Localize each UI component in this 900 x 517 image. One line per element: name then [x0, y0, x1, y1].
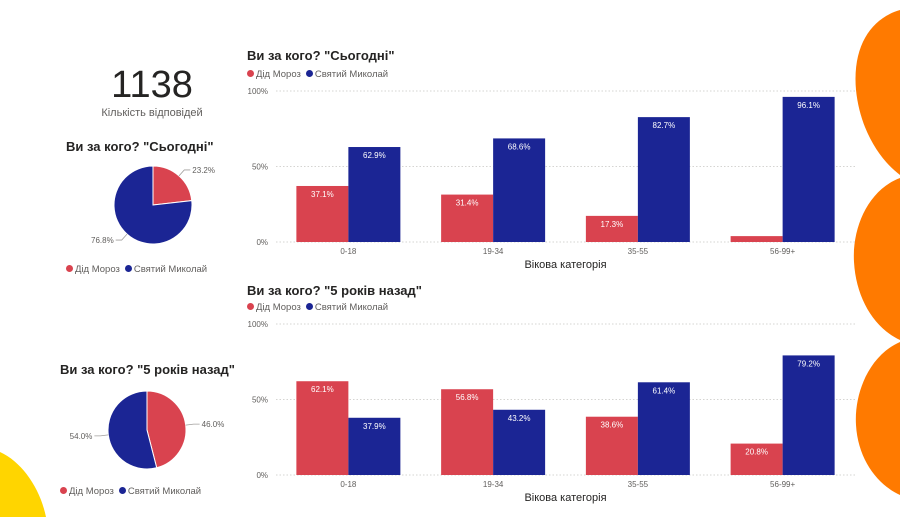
bar — [730, 236, 783, 242]
legend-blue-marker — [305, 70, 313, 77]
legend-label: Дід Мороз — [256, 69, 301, 80]
legend-label: Святий Миколай — [314, 69, 389, 80]
bar — [637, 117, 690, 242]
responses-count: 1138 — [111, 64, 193, 106]
orange-blob-top — [855, 10, 900, 175]
bar — [441, 389, 494, 475]
bar — [296, 381, 349, 475]
pie-leader-line — [185, 423, 200, 426]
legend-red-marker — [60, 487, 67, 494]
bar — [348, 417, 401, 475]
bar — [348, 147, 401, 242]
bar-data-label: 17.3% — [601, 220, 624, 229]
legend-label: Святий Миколай — [133, 264, 208, 275]
pie-slice-label: 76.8% — [91, 236, 114, 245]
bar-past-title: Ви за кого? "5 років назад" — [247, 283, 422, 298]
bar — [441, 194, 494, 242]
pie-slice-label: 23.2% — [192, 166, 215, 175]
legend-red-marker — [66, 265, 73, 272]
pie-leader-line — [94, 434, 109, 437]
legend-red-marker — [247, 70, 254, 77]
x-tick-label: 56-99+ — [770, 480, 795, 489]
bar-data-label: 43.2% — [508, 414, 531, 423]
bar — [637, 382, 690, 475]
bar-today-legend: Дід Мороз Святий Миколай — [247, 69, 388, 80]
bar-data-label: 82.7% — [653, 121, 676, 130]
pie-slice — [113, 165, 193, 245]
legend-label: Дід Мороз — [256, 302, 301, 313]
x-tick-label: 56-99+ — [770, 247, 795, 256]
pie-today-title: Ви за кого? "Сьогодні" — [66, 139, 214, 154]
pie-slice — [146, 390, 187, 469]
pie-today-legend: Дід Мороз Святий Миколай — [66, 264, 207, 275]
bar-today-chart: 0% 50% 100% 37.1% 62.9% 0-18 31.4% 68.6% 19-34 17… — [248, 87, 855, 271]
bar — [296, 185, 349, 242]
bar-past-chart: 0% 50% 100% 62.1% 37.9% 0-18 56.8% 43.2% 19-34 38… — [248, 320, 855, 504]
y-tick-label: 100% — [248, 320, 268, 329]
y-tick-label: 0% — [256, 238, 268, 247]
bar-data-label: 62.9% — [363, 151, 386, 160]
bar-data-label: 31.4% — [456, 199, 479, 208]
pie-leader-line — [115, 233, 128, 241]
bar-past-legend: Дід Мороз Святий Миколай — [247, 302, 388, 313]
orange-blob-middle — [853, 178, 900, 340]
legend-blue-marker — [124, 265, 132, 272]
bar-data-label: 62.1% — [311, 385, 334, 394]
bar — [782, 355, 835, 475]
bar-data-label: 79.2% — [797, 359, 820, 368]
pie-slice-label: 46.0% — [202, 420, 225, 429]
y-tick-label: 50% — [252, 163, 268, 172]
pie-past-chart: 46.0% 54.0% — [70, 390, 225, 470]
pie-past-title: Ви за кого? "5 років назад" — [60, 362, 235, 377]
pie-past-legend: Дід Мороз Святий Миколай — [60, 486, 201, 497]
x-tick-label: 0-18 — [340, 247, 357, 256]
legend-red-marker — [247, 303, 254, 310]
bar-data-label: 56.8% — [456, 393, 479, 402]
x-axis-title: Вікова категорія — [524, 259, 606, 271]
legend-label: Дід Мороз — [69, 486, 114, 497]
yellow-blob-bottom-left — [0, 452, 46, 517]
bar-data-label: 61.4% — [653, 386, 676, 395]
legend-label: Дід Мороз — [75, 264, 120, 275]
pie-leader-line — [178, 169, 191, 177]
bar-data-label: 38.6% — [601, 421, 624, 430]
bar-data-label: 37.1% — [311, 190, 334, 199]
legend-blue-marker — [118, 487, 126, 494]
y-tick-label: 0% — [256, 471, 268, 480]
y-tick-label: 100% — [248, 87, 268, 96]
bar-data-label: 37.9% — [363, 422, 386, 431]
pie-slice-label: 54.0% — [70, 432, 93, 441]
bar-data-label: 68.6% — [508, 142, 531, 151]
responses-count-label: Кількість відповідей — [101, 107, 203, 119]
bar — [782, 96, 835, 242]
orange-blob-bottom — [855, 342, 900, 495]
bar — [730, 443, 783, 475]
bar — [493, 409, 546, 475]
bar — [493, 138, 546, 242]
bar — [585, 416, 638, 475]
legend-blue-marker — [305, 303, 313, 310]
pie-slice — [152, 165, 193, 206]
x-tick-label: 35-55 — [628, 480, 649, 489]
x-tick-label: 0-18 — [340, 480, 357, 489]
bar-data-label: 96.1% — [797, 101, 820, 110]
x-tick-label: 19-34 — [483, 247, 504, 256]
x-tick-label: 19-34 — [483, 480, 504, 489]
bar-today-title: Ви за кого? "Сьогодні" — [247, 48, 395, 63]
pie-today-chart: 23.2% 76.8% — [91, 165, 215, 245]
legend-label: Святий Миколай — [127, 486, 202, 497]
y-tick-label: 50% — [252, 396, 268, 405]
bar — [585, 215, 638, 242]
legend-label: Святий Миколай — [314, 302, 389, 313]
bar-data-label: 20.8% — [745, 448, 768, 457]
x-axis-title: Вікова категорія — [524, 492, 606, 504]
x-tick-label: 35-55 — [628, 247, 649, 256]
